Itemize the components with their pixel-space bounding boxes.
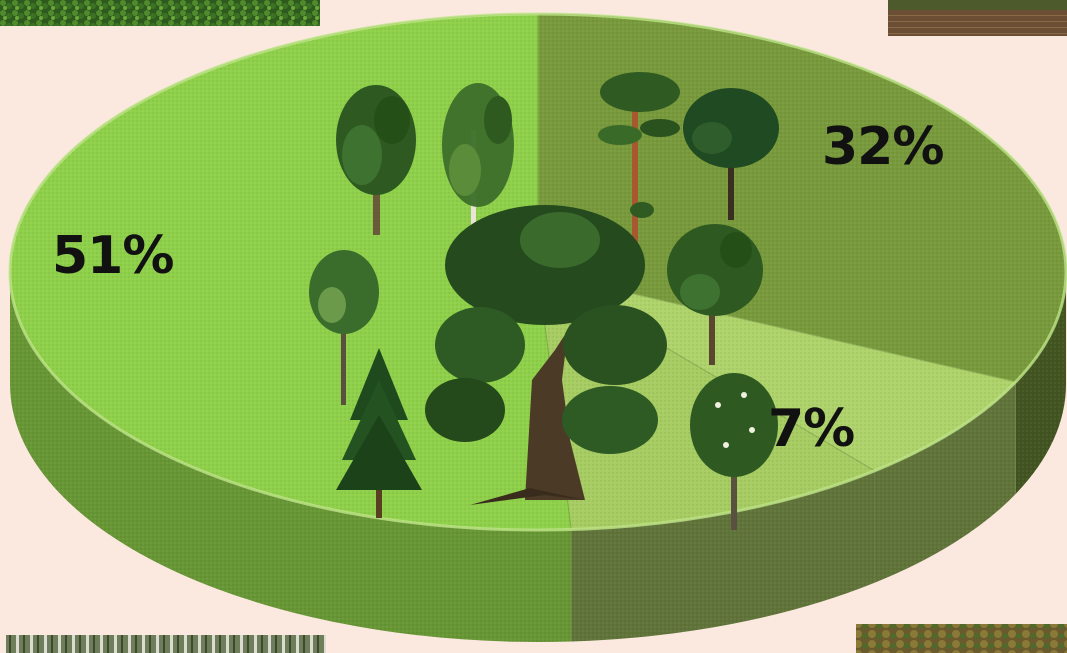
pie-side-texture [571,470,875,642]
forest-photo-top-right [888,0,1067,36]
slice-label-2: 32% [822,117,943,177]
spruce-tree-icon [336,348,422,518]
pie-texture [8,12,1067,643]
chestnut-tree-icon [690,373,778,530]
pie-slice-texture [538,272,1016,471]
aspen-tree-icon [309,250,379,405]
pine-tree-icon [598,72,680,245]
pie-side-texture [10,272,572,643]
pie-side-texture [874,381,1016,583]
forest-photo-top-left [0,0,320,26]
tree-illustrations [309,72,779,530]
maple-tree-icon [667,224,763,365]
slice-label-3: 7% [768,399,854,459]
forest-photo-bottom-left [6,635,326,653]
slice-label-1: 51% [52,226,173,286]
oak-tree-icon [425,205,667,505]
forest-photo-bottom-right [856,624,1067,653]
pie-rim [8,12,1067,532]
pie-side-texture [1015,272,1066,494]
birch-tree-icon [442,83,514,245]
pie-slice-texture [538,14,1066,382]
slice-labels: 51% 32% 7% [52,117,944,459]
larch-tree-icon [683,88,779,220]
linden-tree-icon [336,85,416,235]
